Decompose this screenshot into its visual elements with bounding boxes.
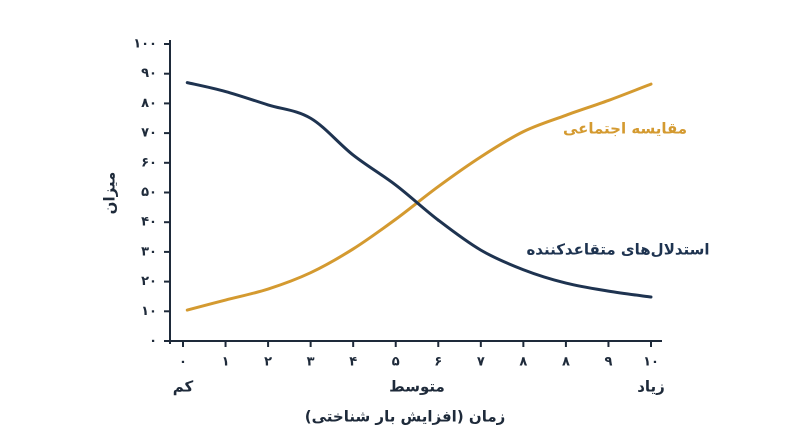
y-axis-title: میزان (101, 172, 119, 215)
x-tick-label: ۹ (604, 355, 612, 370)
series-label: استدلال‌های متقاعدکننده (526, 241, 709, 259)
y-tick-label: ۵۰ (141, 185, 157, 200)
x-annotation: متوسط (389, 378, 445, 396)
x-tick-label: ۱ (222, 355, 230, 370)
x-tick-label: ۰ (179, 355, 187, 370)
y-tick-label: ۲۰ (141, 274, 157, 289)
y-tick-label: ۸۰ (141, 96, 157, 111)
x-annotation: زیاد (637, 378, 665, 396)
y-tick-label: ۴۰ (141, 215, 157, 230)
y-tick-label: ۹۰ (141, 66, 157, 81)
y-tick-label: ۱۰۰ (133, 37, 157, 52)
x-tick-label: ۴ (349, 355, 357, 370)
x-tick-label: ۱۰ (643, 355, 659, 370)
y-tick-label: ۱۰ (141, 304, 157, 319)
y-tick-label: ۰ (149, 334, 157, 349)
y-tick-label: ۶۰ (141, 155, 157, 170)
x-tick-label: ۸ (519, 355, 527, 370)
x-tick-label: ۶ (434, 355, 442, 370)
series-label: مقایسه اجتماعی (563, 120, 687, 138)
line-series (185, 82, 653, 312)
x-tick-label: ۵ (392, 355, 400, 370)
line-series (185, 81, 653, 299)
x-tick-label: ۷ (477, 355, 485, 370)
x-annotation: کم (173, 378, 194, 396)
x-tick-label: ۳ (307, 355, 315, 370)
x-tick-label: ۲ (264, 355, 272, 370)
y-tick-label: ۳۰ (141, 244, 157, 259)
x-axis-title: زمان (افزایش بار شناختی) (305, 408, 506, 426)
x-tick-label: ۸ (562, 355, 570, 370)
y-tick-label: ۷۰ (141, 126, 157, 141)
